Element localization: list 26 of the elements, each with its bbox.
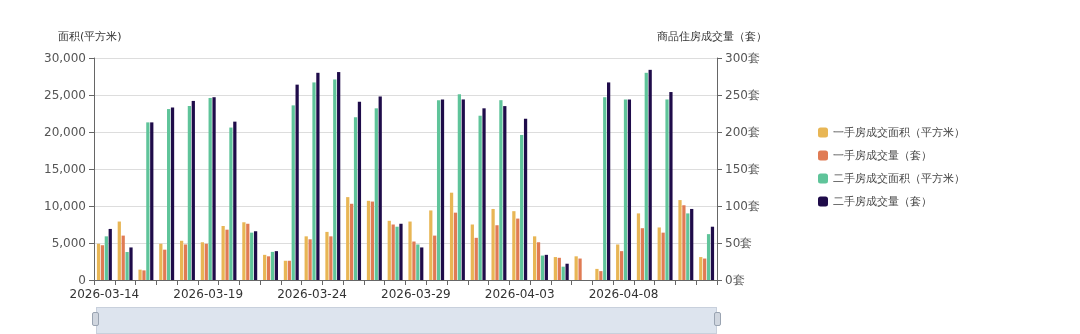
legend-label: 二手房成交面积（平方米）	[833, 172, 965, 185]
y-tick-label: 0	[78, 273, 86, 287]
y2-tick-label: 250套	[725, 88, 760, 102]
x-tick-label: 2026-03-14	[69, 287, 140, 301]
y-tick-label: 30,000	[44, 51, 86, 65]
x-tick-label: 2026-03-19	[173, 287, 244, 301]
y2-tick-label: 150套	[725, 162, 760, 176]
y2-tick-label: 200套	[725, 125, 760, 139]
legend-label: 二手房成交量（套）	[833, 195, 932, 208]
y-axis-title: 面积(平方米)	[58, 30, 122, 43]
y2-tick-label: 0套	[725, 273, 745, 287]
y-tick-label: 15,000	[44, 162, 86, 176]
x-tick-label: 2026-04-03	[484, 287, 555, 301]
legend-label: 一手房成交量（套）	[833, 149, 932, 162]
y-tick-label: 20,000	[44, 125, 86, 139]
legend-label: 一手房成交面积（平方米）	[833, 126, 965, 139]
y-tick-label: 10,000	[44, 199, 86, 213]
y2-axis-title: 商品住房成交量（套）	[657, 30, 767, 43]
y2-tick-label: 100套	[725, 199, 760, 213]
y-tick-label: 5,000	[51, 236, 86, 250]
x-tick-label: 2026-03-29	[381, 287, 451, 301]
y-tick-label: 25,000	[44, 88, 86, 102]
x-tick-label: 2026-03-24	[277, 287, 347, 301]
x-tick-label: 2026-04-08	[588, 287, 659, 301]
y2-tick-label: 300套	[725, 51, 760, 65]
y2-tick-label: 50套	[725, 236, 753, 250]
